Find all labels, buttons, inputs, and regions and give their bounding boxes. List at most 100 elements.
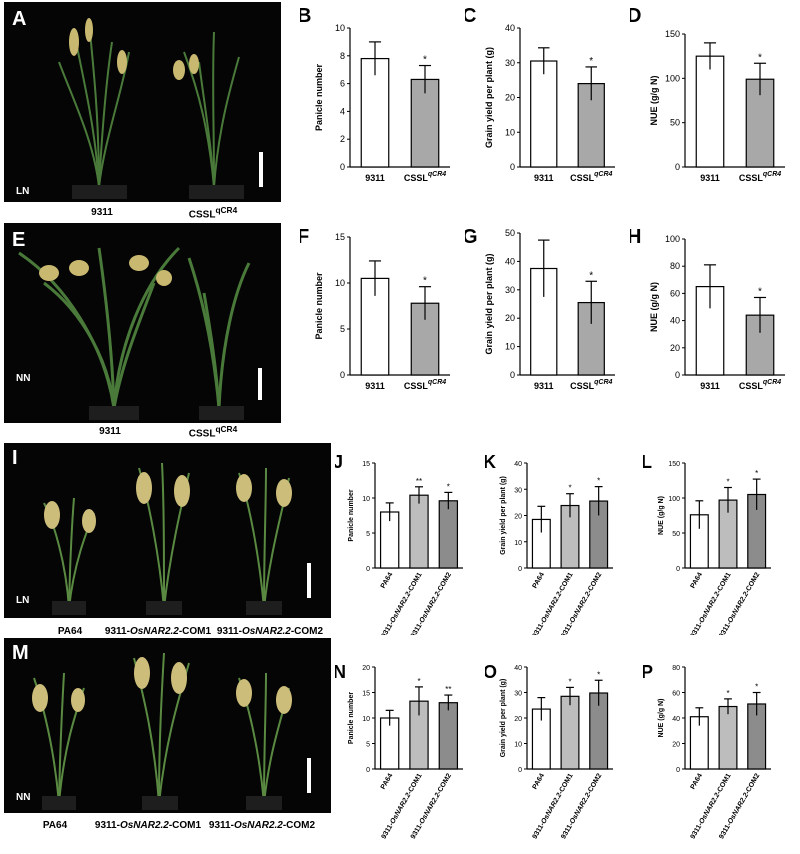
y-tick-label: 20 [362,665,370,672]
y-tick-label: 0 [340,162,345,172]
y-tick-label: 30 [505,285,515,295]
condition-label: LN [16,186,30,197]
y-tick-label: 0 [366,566,370,573]
genotype-caption: 9311 [99,426,121,437]
panel-letter: G [465,226,478,248]
genotype-caption: CSSLqCR4 [188,424,238,440]
photo-panel-A: A LN [4,2,281,202]
y-tick-label: 100 [665,234,680,244]
x-tick-label: 9311 [365,173,385,183]
y-tick-label: 5 [366,742,370,749]
y-tick-label: 0 [518,767,522,774]
significance-mark: * [423,276,427,287]
panel-letter: K [485,452,496,472]
y-tick-label: 60 [670,288,680,298]
y-tick-label: 40 [505,23,515,33]
y-tick-label: 10 [514,540,522,547]
bar-chart-G: G 0 10 20 30 40 50 Grain yield per plant (g) 931… [465,226,615,391]
y-tick-label: 15 [362,691,370,698]
y-tick-label: 150 [665,29,680,39]
bar [530,60,558,168]
panel-letter: H [630,226,641,248]
y-tick-label: 150 [668,461,680,468]
y-tick-label: 0 [510,162,515,172]
genotype-caption: 9311-OsNAR2.2-COM1 [94,820,202,831]
x-tick-label: CSSLqCR4 [739,379,781,391]
condition-label: NN [16,792,31,803]
bar [438,702,459,770]
y-tick-label: 100 [668,496,680,503]
y-tick-label: 5 [340,324,345,334]
genotype-caption: 9311-OsNAR2.2-COM2 [208,820,316,831]
y-axis-label: NUE (g/g N) [649,282,659,332]
bar [560,695,580,770]
significance-mark: ** [445,685,451,694]
bar-chart-B: B 0 2 4 6 8 10 Panicle number 9311 * CSSLqCR4 [300,5,450,183]
x-tick-label: CSSLqCR4 [570,379,612,391]
y-axis-label: Panicle number [348,692,355,744]
y-tick-label: 40 [514,665,522,672]
y-tick-label: 10 [362,496,370,503]
y-tick-label: 0 [340,370,345,380]
significance-mark: * [589,270,593,281]
panel-letter: E [12,229,26,251]
y-tick-label: 50 [670,118,680,128]
y-tick-label: 40 [514,461,522,468]
genotype-caption: PA64 [57,626,83,637]
y-tick-label: 10 [335,278,345,288]
bar-chart-O: O 0 10 20 30 40 Grain yield per plant (g) PA64 *… [485,662,613,840]
y-tick-label: 0 [366,767,370,774]
rice-plants-illustration [32,652,311,810]
bar [360,57,390,168]
y-axis-label: Grain yield per plant (g) [484,253,494,354]
y-tick-label: 5 [366,531,370,538]
genotype-caption: 9311-OsNAR2.2-COM2 [216,626,324,637]
bar [438,500,459,569]
significance-mark: * [423,55,427,66]
panel-letter: A [12,8,27,30]
x-tick-label: PA64 [690,571,705,589]
panel-letter: F [300,226,309,248]
significance-mark: * [447,482,450,491]
x-tick-label: PA64 [532,772,547,790]
y-tick-label: 60 [672,691,680,698]
bar-chart-C: C 0 10 20 30 40 Grain yield per plant (g) 9311 *… [465,5,615,183]
y-axis-label: Panicle number [314,63,324,131]
x-tick-label: 9311 [700,381,720,391]
panel-letter: I [12,447,18,469]
photo-panel-M: M NN [4,638,331,813]
rice-plants-illustration [18,246,262,420]
y-tick-label: 10 [514,742,522,749]
significance-mark: * [597,670,600,679]
y-tick-label: 20 [505,313,515,323]
significance-mark: ** [416,477,422,486]
rice-plants-illustration [43,462,311,615]
y-tick-label: 0 [676,767,680,774]
genotype-caption: 9311 [91,207,113,218]
y-tick-label: 20 [514,716,522,723]
x-tick-label: PA64 [532,571,547,589]
y-axis-label: NUE (g/g N) [658,699,665,738]
y-tick-label: 10 [335,23,345,33]
y-tick-label: 10 [362,716,370,723]
rice-plants-illustration [58,18,263,199]
y-axis-label: Grain yield per plant (g) [484,47,494,148]
y-tick-label: 40 [672,716,680,723]
x-tick-label: 9311 [365,381,385,391]
y-tick-label: 6 [340,79,345,89]
y-tick-label: 8 [340,51,345,61]
y-tick-label: 0 [675,162,680,172]
y-tick-label: 0 [518,566,522,573]
x-tick-label: 9311 [700,173,720,183]
x-tick-label: PA64 [380,772,395,790]
significance-mark: * [755,683,758,692]
panel-letter: C [465,5,476,27]
y-tick-label: 50 [672,531,680,538]
x-tick-label: PA64 [380,571,395,589]
significance-mark: * [758,52,762,63]
y-tick-label: 15 [335,232,345,242]
genotype-caption: 9311-OsNAR2.2-COM1 [104,626,212,637]
y-tick-label: 4 [340,106,345,116]
panel-letter: B [300,5,311,27]
